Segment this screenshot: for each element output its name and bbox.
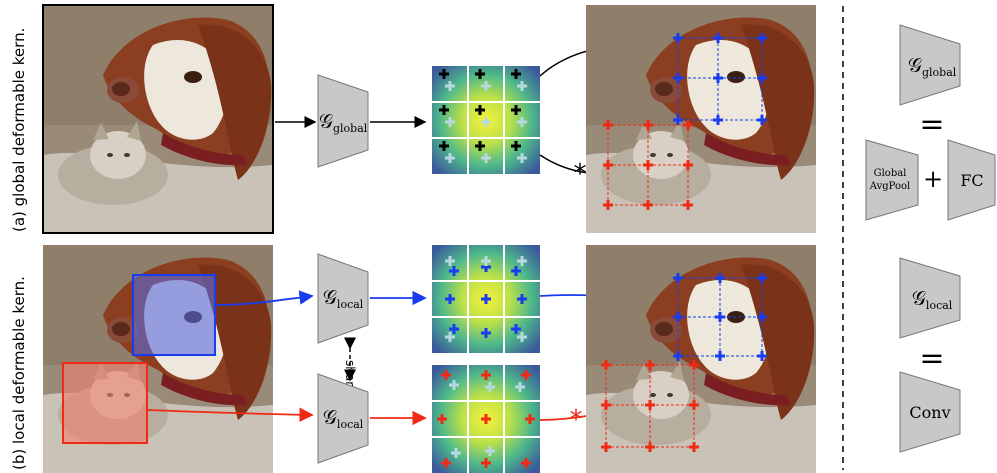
output-image-local <box>586 245 816 473</box>
row-b-label: (b) local deformable kern. <box>10 276 28 470</box>
row-a-label: (a) global deformable kern. <box>10 27 28 232</box>
legend-fc: FC <box>947 139 996 221</box>
svg-text:𝒢global: 𝒢global <box>319 109 368 135</box>
conv-star-a2: * <box>574 159 587 189</box>
legend-equals-local: = <box>919 341 944 376</box>
arrow-blue-patch-to-local <box>215 290 314 306</box>
local-module-bottom: 𝒢local <box>317 373 369 464</box>
svg-text:AvgPool: AvgPool <box>869 181 910 192</box>
svg-text:𝒢local: 𝒢local <box>323 285 364 311</box>
legend-conv: Conv <box>899 371 961 453</box>
svg-text:Conv: Conv <box>909 403 950 422</box>
legend-global-avgpool: Global AvgPool <box>865 139 919 221</box>
legend-plus: + <box>923 165 943 193</box>
global-module: 𝒢global <box>317 74 369 168</box>
legend-equals-global: = <box>919 107 944 142</box>
local-patch-red <box>62 362 148 444</box>
input-image-global <box>42 4 274 234</box>
svg-text:𝒢global: 𝒢global <box>908 53 957 79</box>
legend-local-module: 𝒢local <box>899 257 961 339</box>
kernel-local-blue <box>431 244 541 354</box>
legend-global-module: 𝒢global <box>899 24 961 106</box>
svg-text:𝒢local: 𝒢local <box>323 405 364 431</box>
kernel-local-red <box>431 364 541 473</box>
svg-text:𝒢local: 𝒢local <box>912 286 953 312</box>
conv-star-b2: * <box>570 405 583 435</box>
output-image-global <box>586 5 816 233</box>
local-patch-blue <box>132 274 216 356</box>
svg-text:Global: Global <box>874 168 907 179</box>
arrow-red-patch-to-local <box>147 407 314 422</box>
kernel-global <box>431 65 541 175</box>
svg-text:FC: FC <box>960 171 983 190</box>
local-module-top: 𝒢local <box>317 253 369 344</box>
